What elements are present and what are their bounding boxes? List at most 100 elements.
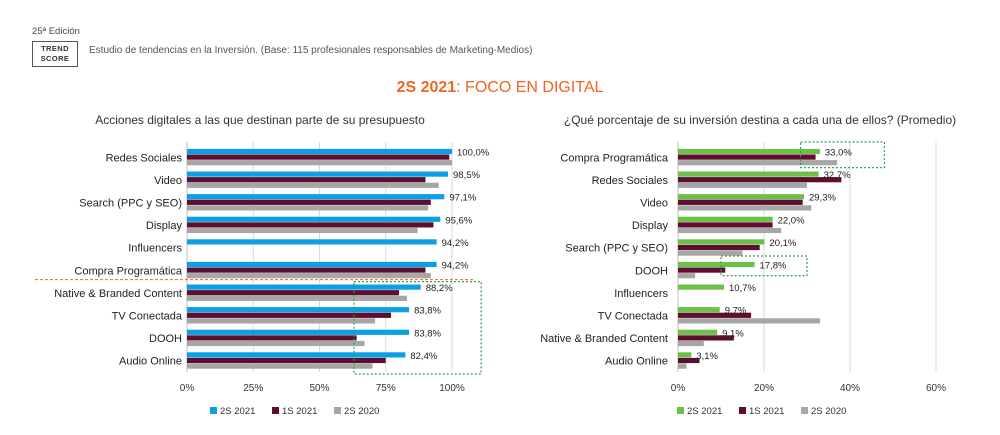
right-chart-legend-swatch bbox=[739, 407, 746, 414]
left-chart-legend-swatch bbox=[210, 407, 217, 414]
right-chart-data-label: 3,1% bbox=[696, 351, 718, 362]
right-chart-bar-1s-2021 bbox=[678, 312, 752, 318]
left-chart-category-label: DOOH bbox=[149, 333, 182, 345]
left-chart-bar-2s-2020 bbox=[187, 227, 418, 234]
right-chart-category-label: Video bbox=[640, 198, 668, 210]
left-chart-tick-label: 50% bbox=[309, 383, 329, 394]
right-chart-bar-1s-2021 bbox=[678, 244, 760, 251]
right-chart-legend-label: 2S 2021 bbox=[687, 406, 722, 417]
left-chart-bar-1s-2021 bbox=[187, 177, 426, 183]
left-chart-tick-label: 25% bbox=[243, 383, 263, 394]
right-chart-bar-1s-2021 bbox=[678, 154, 816, 160]
edition-label: 25ª Edición bbox=[32, 26, 80, 37]
left-chart-tick-label: 75% bbox=[376, 383, 396, 394]
left-chart-data-label: 88,2% bbox=[426, 283, 453, 294]
left-chart-data-label: 83,8% bbox=[414, 306, 441, 317]
right-chart-bar-2s-2021 bbox=[678, 307, 720, 313]
right-chart-legend-swatch bbox=[677, 407, 684, 414]
left-chart-bar-2s-2021 bbox=[187, 194, 445, 200]
right-chart-data-label: 32,7% bbox=[824, 170, 851, 181]
right-chart-data-label: 17,8% bbox=[760, 261, 787, 272]
right-chart-bar-1s-2021 bbox=[678, 267, 726, 273]
left-chart-legend-label: 2S 2020 bbox=[344, 406, 379, 417]
right-chart-category-label: Audio Online bbox=[605, 356, 668, 368]
right-chart-bar-2s-2020 bbox=[678, 318, 820, 324]
left-chart-bar-1s-2021 bbox=[187, 290, 399, 296]
right-chart-legend-label: 2S 2020 bbox=[811, 406, 846, 417]
left-chart-category-label: TV Conectada bbox=[112, 311, 183, 323]
right-chart-category-label: Native & Branded Content bbox=[540, 333, 668, 345]
title-rest: : FOCO EN DIGITAL bbox=[456, 79, 604, 96]
right-chart-bar-2s-2020 bbox=[678, 273, 696, 279]
left-chart-legend-swatch bbox=[272, 407, 279, 414]
left-chart-bar-2s-2020 bbox=[187, 160, 452, 166]
left-chart-legend-label: 1S 2021 bbox=[282, 406, 317, 417]
right-chart-bar-2s-2020 bbox=[678, 250, 743, 256]
right-chart-bar-1s-2021 bbox=[678, 199, 803, 205]
right-chart-highlight-box bbox=[720, 255, 808, 277]
left-chart-bar-1s-2021 bbox=[187, 312, 392, 318]
right-chart-data-label: 29,3% bbox=[809, 193, 836, 204]
left-chart-legend-swatch bbox=[334, 407, 341, 414]
study-description: Estudio de tendencias en la Inversión. (… bbox=[89, 45, 533, 56]
right-chart-bar-2s-2021 bbox=[678, 329, 718, 335]
right-chart-bar-2s-2021 bbox=[678, 352, 692, 358]
right-chart-category-label: Redes Sociales bbox=[592, 175, 669, 187]
right-chart-bar-2s-2021 bbox=[678, 171, 819, 177]
left-chart-bar-2s-2021 bbox=[187, 284, 421, 290]
right-chart-legend-label: 1S 2021 bbox=[749, 406, 784, 417]
left-chart-category-label: Native & Branded Content bbox=[54, 288, 182, 300]
right-chart-category-label: Display bbox=[632, 220, 669, 232]
left-chart-highlight-box bbox=[353, 281, 482, 375]
left-chart-category-label: Audio Online bbox=[119, 356, 182, 368]
right-chart-data-label: 10,7% bbox=[729, 283, 756, 294]
left-chart-bar-2s-2021 bbox=[187, 352, 406, 358]
trendscore-logo: TREND SCORE bbox=[32, 41, 78, 67]
left-chart-data-label: 83,8% bbox=[414, 328, 441, 339]
right-chart-data-label: 9,1% bbox=[722, 328, 744, 339]
left-chart-bar-1s-2021 bbox=[187, 199, 431, 205]
right-chart-category-label: TV Conectada bbox=[598, 311, 669, 323]
left-chart-bar-2s-2021 bbox=[187, 239, 437, 245]
left-chart-legend-label: 2S 2021 bbox=[220, 406, 255, 417]
right-chart-bar-2s-2021 bbox=[678, 148, 820, 155]
left-chart-bar-1s-2021 bbox=[187, 154, 450, 160]
right-chart-bar-2s-2020 bbox=[678, 227, 782, 234]
left-chart-tick-label: 100% bbox=[439, 383, 465, 394]
left-chart-bar-2s-2021 bbox=[187, 329, 410, 335]
right-chart-bar-2s-2021 bbox=[678, 194, 804, 200]
right-chart-bar-2s-2020 bbox=[678, 340, 704, 347]
right-chart-highlight-box bbox=[799, 141, 885, 169]
left-chart-bar-1s-2021 bbox=[187, 222, 434, 228]
title-accent: 2S 2021 bbox=[396, 79, 457, 96]
right-chart-data-label: 9,7% bbox=[725, 306, 747, 317]
left-chart-bar-1s-2021 bbox=[187, 357, 386, 364]
right-chart-data-label: 20,1% bbox=[769, 238, 796, 249]
left-chart-title: Acciones digitales a las que destinan pa… bbox=[95, 113, 425, 127]
left-chart-category-label: Video bbox=[154, 175, 182, 187]
left-chart-data-label: 82,4% bbox=[410, 351, 437, 362]
right-chart-bar-1s-2021 bbox=[678, 357, 700, 364]
left-chart-bar-2s-2021 bbox=[187, 307, 410, 313]
right-chart-bar-2s-2021 bbox=[678, 284, 725, 290]
right-chart-bar-2s-2021 bbox=[678, 261, 755, 268]
right-chart-category-label: Search (PPC y SEO) bbox=[565, 243, 668, 255]
left-chart-data-label: 94,2% bbox=[442, 261, 469, 272]
right-chart-bar-1s-2021 bbox=[678, 177, 842, 183]
right-chart-bar-2s-2021 bbox=[678, 239, 765, 245]
logo-line-1: TREND bbox=[41, 44, 69, 53]
right-chart-tick-label: 0% bbox=[671, 383, 686, 394]
right-chart-bar-2s-2020 bbox=[678, 363, 687, 369]
right-chart-category-label: Influencers bbox=[614, 288, 668, 300]
right-chart-bar-2s-2020 bbox=[678, 205, 812, 211]
left-chart-category-label: Influencers bbox=[128, 243, 182, 255]
left-chart-bar-2s-2021 bbox=[187, 148, 452, 155]
left-chart-tick-label: 0% bbox=[180, 383, 195, 394]
right-chart-tick-label: 60% bbox=[926, 383, 946, 394]
right-chart-data-label: 33,0% bbox=[825, 148, 852, 159]
right-chart-tick-label: 20% bbox=[754, 383, 774, 394]
left-chart-bar-2s-2020 bbox=[187, 363, 373, 369]
right-chart-bar-2s-2020 bbox=[678, 160, 838, 166]
logo-line-2: SCORE bbox=[40, 54, 70, 63]
page-title: 2S 2021: FOCO EN DIGITAL bbox=[0, 79, 1000, 97]
